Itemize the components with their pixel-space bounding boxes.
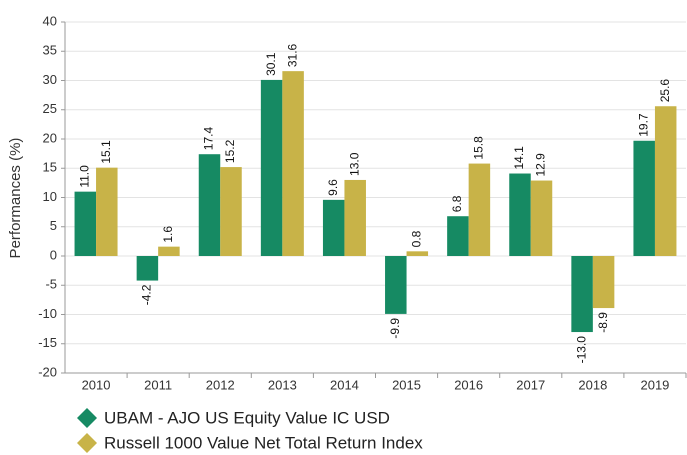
- data-label: -9.9: [388, 318, 402, 339]
- bar: [96, 167, 118, 256]
- bar: [447, 216, 469, 256]
- bar: [571, 256, 593, 333]
- y-tick-label: -20: [38, 364, 57, 379]
- data-label: 13.0: [347, 152, 361, 176]
- y-tick-label: 40: [43, 13, 57, 28]
- x-tick-label: 2013: [268, 377, 297, 392]
- bar: [654, 106, 677, 257]
- y-tick-label: 35: [43, 43, 57, 58]
- data-label: 6.8: [450, 195, 464, 212]
- y-tick-label: -5: [45, 277, 57, 292]
- y-tick-label: 25: [43, 101, 57, 116]
- bar: [468, 163, 491, 256]
- data-label: -4.2: [140, 284, 154, 305]
- x-tick-label: 2018: [578, 377, 607, 392]
- data-label: 9.6: [326, 179, 340, 196]
- data-label: 19.7: [636, 113, 650, 137]
- bar: [406, 251, 429, 256]
- x-tick-label: 2012: [206, 377, 235, 392]
- x-tick-label: 2019: [640, 377, 669, 392]
- bar: [592, 256, 615, 309]
- x-tick-label: 2015: [392, 377, 421, 392]
- data-label: 14.1: [512, 146, 526, 170]
- y-tick-label: -15: [38, 335, 57, 350]
- legend-label: Russell 1000 Value Net Total Return Inde…: [104, 433, 423, 452]
- x-tick-label: 2010: [82, 377, 111, 392]
- bar: [509, 173, 531, 256]
- y-axis-label: Performances (%): [7, 138, 24, 259]
- data-label: 15.8: [472, 136, 486, 160]
- bar: [136, 256, 159, 281]
- bar: [530, 180, 553, 256]
- data-label: 12.9: [534, 153, 548, 177]
- data-label: 15.2: [223, 139, 237, 163]
- data-label: 30.1: [264, 52, 278, 76]
- y-tick-label: 5: [50, 218, 57, 233]
- legend-marker: [77, 433, 97, 453]
- data-label: -13.0: [574, 336, 588, 364]
- data-label: 31.6: [285, 43, 299, 67]
- legend-label: UBAM - AJO US Equity Value IC USD: [104, 408, 390, 427]
- bar: [282, 71, 304, 256]
- y-tick-label: 30: [43, 72, 57, 87]
- y-tick-label: 0: [50, 247, 57, 262]
- x-tick-label: 2017: [516, 377, 545, 392]
- y-tick-label: 10: [43, 189, 57, 204]
- data-label: 11.0: [77, 165, 91, 188]
- y-tick-label: 20: [43, 130, 57, 145]
- legend-marker: [77, 408, 97, 428]
- x-tick-label: 2014: [330, 377, 359, 392]
- bar: [344, 179, 366, 256]
- data-label: 1.6: [161, 226, 175, 243]
- y-tick-label: 15: [43, 160, 57, 175]
- data-label: 0.8: [409, 230, 423, 247]
- bar: [158, 246, 180, 256]
- x-tick-label: 2016: [454, 377, 483, 392]
- bar: [633, 140, 655, 256]
- bar: [322, 199, 345, 256]
- bar: [198, 154, 221, 256]
- data-label: 15.1: [99, 140, 113, 164]
- data-label: 17.4: [202, 127, 216, 151]
- bar: [220, 167, 242, 256]
- x-tick-label: 2011: [144, 377, 172, 392]
- bar: [74, 191, 97, 256]
- y-tick-label: -10: [38, 306, 57, 321]
- data-label: 25.6: [658, 79, 672, 103]
- bar: [260, 79, 283, 256]
- bar: [385, 256, 407, 314]
- data-label: -8.9: [596, 312, 610, 333]
